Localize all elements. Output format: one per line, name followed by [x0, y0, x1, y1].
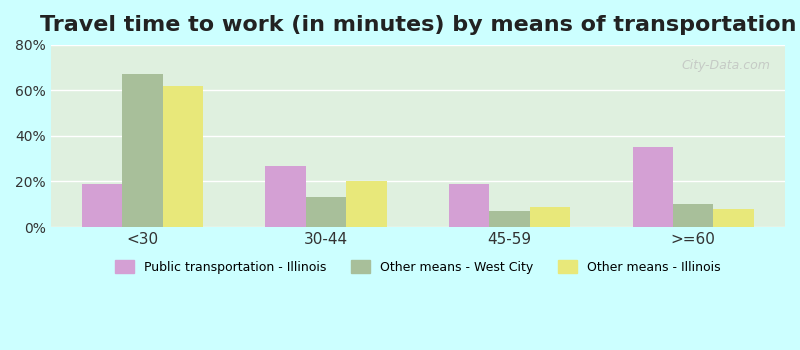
Legend: Public transportation - Illinois, Other means - West City, Other means - Illinoi: Public transportation - Illinois, Other …: [110, 256, 726, 279]
Bar: [714, 209, 754, 227]
Bar: [122, 75, 162, 227]
Bar: [490, 211, 530, 227]
Bar: [162, 86, 203, 227]
Text: City-Data.com: City-Data.com: [682, 60, 770, 72]
Bar: [449, 184, 490, 227]
Bar: [82, 184, 122, 227]
Bar: [346, 182, 386, 227]
Bar: [306, 197, 346, 227]
Title: Travel time to work (in minutes) by means of transportation: Travel time to work (in minutes) by mean…: [39, 15, 796, 35]
Bar: [266, 166, 306, 227]
Bar: [633, 147, 673, 227]
Bar: [530, 206, 570, 227]
Bar: [673, 204, 714, 227]
